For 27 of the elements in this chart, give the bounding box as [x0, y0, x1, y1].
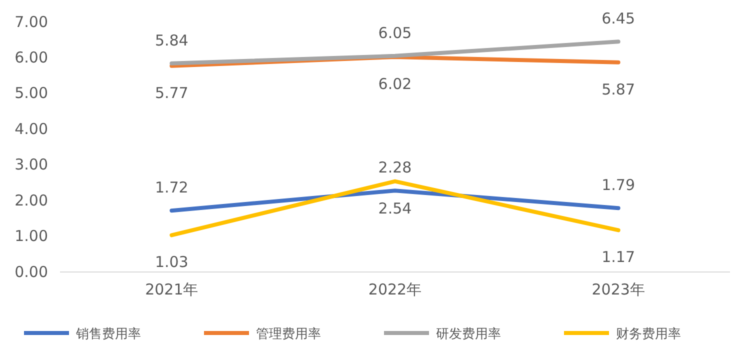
y-tick-label: 1.00 — [14, 227, 48, 246]
legend-label: 管理费用率 — [256, 326, 321, 342]
x-tick-label: 2021年 — [145, 280, 198, 299]
y-tick-label: 3.00 — [14, 156, 48, 174]
data-label: 5.77 — [154, 84, 188, 102]
y-tick-label: 6.00 — [14, 48, 48, 67]
data-label: 6.45 — [602, 10, 636, 28]
data-label: 1.17 — [602, 248, 636, 266]
data-label: 2.28 — [378, 158, 412, 177]
data-label: 2.54 — [378, 199, 412, 218]
y-tick-label: 0.00 — [14, 262, 48, 281]
y-tick-label: 5.00 — [14, 84, 48, 102]
data-label: 5.84 — [154, 31, 188, 50]
legend-label: 销售费用率 — [75, 326, 141, 342]
y-tick-label: 7.00 — [14, 12, 48, 31]
y-tick-label: 4.00 — [14, 120, 48, 138]
legend-label: 研发费用率 — [436, 326, 501, 342]
legend-label: 财务费用率 — [616, 326, 681, 342]
data-label: 1.03 — [154, 253, 188, 272]
data-label: 1.79 — [602, 176, 636, 194]
data-label: 6.05 — [378, 24, 412, 42]
data-label: 1.72 — [154, 178, 188, 197]
x-tick-label: 2022年 — [368, 280, 422, 299]
y-tick-label: 2.00 — [14, 191, 48, 210]
x-tick-label: 2023年 — [592, 280, 645, 299]
data-label: 6.02 — [378, 75, 412, 93]
data-label: 5.87 — [602, 80, 636, 98]
